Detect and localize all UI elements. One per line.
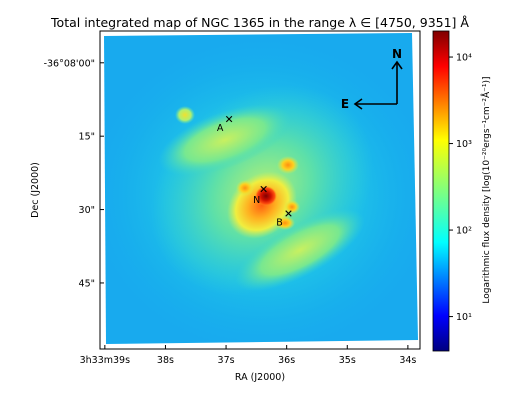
y-tick-label: 30"	[79, 205, 95, 216]
colorbar-tick-label: 10⁴	[456, 53, 472, 64]
marker-stroke	[225, 115, 233, 123]
colorbar-ticks: 10¹ 10² 10³ 10⁴	[449, 53, 472, 323]
colorbar-tick-label: 10³	[456, 139, 472, 150]
colorbar-tick-label: 10²	[456, 226, 472, 237]
y-axis-label: Dec (J2000)	[30, 162, 41, 218]
annotation-label: B	[276, 217, 283, 228]
y-tick-label: -36°08'00"	[44, 58, 95, 69]
colorbar-label: Logarithmic flux density [log(10⁻²⁰ergs⁻…	[480, 76, 492, 303]
emission-map	[104, 33, 418, 344]
x-tick-label: 37s	[218, 355, 235, 366]
y-axis-ticks: -36°08'00" 15" 30" 45"	[44, 58, 104, 289]
x-tick-label: 36s	[278, 355, 295, 366]
colorbar-tick-label: 10¹	[456, 312, 472, 323]
annotation-label: A	[217, 123, 224, 134]
source-annotations: A N B	[217, 115, 292, 228]
x-tick-label: 35s	[339, 355, 356, 366]
axes-frame	[99, 30, 421, 350]
compass-east-label: E	[341, 97, 349, 111]
chart-title: Total integrated map of NGC 1365 in the …	[50, 15, 469, 30]
x-axis-label: RA (J2000)	[235, 372, 285, 383]
y-tick-label: 45"	[79, 278, 95, 289]
compass-north-label: N	[392, 47, 402, 61]
annotation-marker-b	[285, 210, 292, 217]
marker-stroke	[260, 185, 267, 193]
x-tick-label: 3h33m39s	[80, 355, 130, 366]
annotation-label: N	[253, 195, 260, 206]
y-tick-label: 15"	[79, 132, 95, 143]
annotation-marker-n	[260, 185, 267, 193]
colorbar	[432, 30, 450, 352]
annotation-marker-a	[225, 115, 233, 123]
compass	[353, 60, 403, 110]
compass-east-arrowhead	[353, 98, 363, 110]
x-tick-label: 38s	[157, 355, 174, 366]
marker-stroke	[285, 210, 292, 217]
x-tick-label: 34s	[399, 355, 416, 366]
x-axis-ticks: 3h33m39s 38s 37s 36s 35s 34s	[80, 345, 416, 366]
compass-north-arrowhead	[391, 60, 403, 70]
